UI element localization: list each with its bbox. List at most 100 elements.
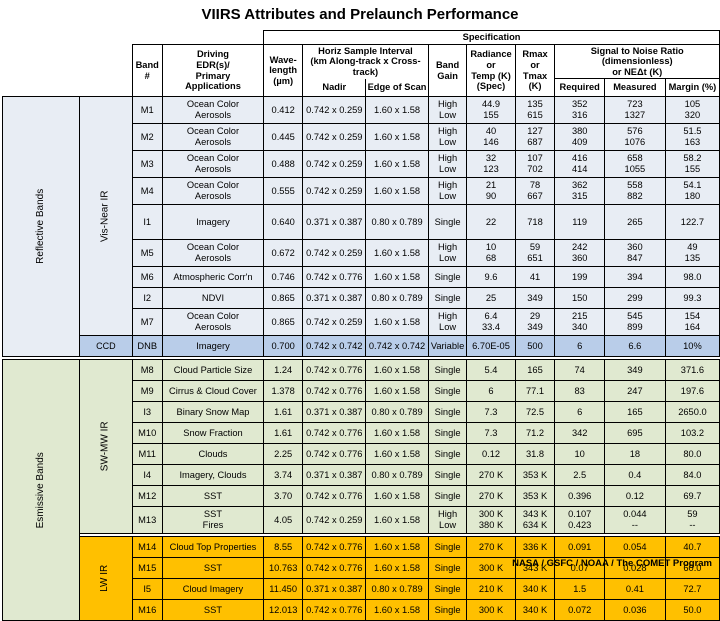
wavelength-cell: 0.555 (263, 177, 304, 205)
band-cell: M5 (131, 239, 163, 267)
measured-cell: 0.054 (603, 536, 666, 558)
wavelength-cell: 8.55 (263, 536, 304, 558)
gain-cell: High Low (427, 150, 468, 178)
required-cell: 2.5 (554, 464, 605, 486)
band-cell: I3 (131, 401, 163, 423)
nadir-cell: 0.742 x 0.776 (302, 536, 367, 558)
measured-cell: 0.4 (603, 464, 666, 486)
band-cell: M15 (131, 557, 163, 579)
radiance-cell: 270 K (466, 485, 516, 507)
rmax-cell: 59 651 (514, 239, 556, 267)
footer-credit: NASA / GSFC / NOAA / The COMET Program (512, 558, 712, 569)
gain-cell: Variable (427, 335, 468, 357)
margin-cell: 40.7 (664, 536, 720, 558)
gain-cell: Single (427, 380, 468, 402)
edge-cell: 1.60 x 1.58 (365, 443, 429, 465)
rmax-cell: 500 (514, 335, 556, 357)
margin-cell: 72.7 (664, 578, 720, 600)
radiance-header: Radiance or Temp (K) (Spec) (466, 44, 516, 97)
margin-cell: 103.2 (664, 422, 720, 444)
required-cell: 215 340 (554, 308, 605, 336)
table-row: CCD DNB Imagery 0.700 0.742 x 0.742 0.742 x 0… (3, 335, 720, 357)
rmax-cell: 31.8 (514, 443, 556, 465)
edge-cell: 1.60 x 1.58 (365, 150, 429, 178)
nadir-cell: 0.742 x 0.776 (302, 359, 367, 381)
measured-cell: 0.036 (603, 599, 666, 621)
wavelength-cell: 0.488 (263, 150, 304, 178)
band-cell: M12 (131, 485, 163, 507)
required-cell: 362 315 (554, 177, 605, 205)
nadir-cell: 0.371 x 0.387 (302, 287, 367, 309)
rmax-header: Rmax or Tmax (K) (514, 44, 556, 97)
required-cell: 352 316 (554, 96, 605, 124)
measured-cell: 394 (603, 266, 666, 288)
edr-cell: Cloud Imagery (161, 578, 265, 600)
table-row: I1 Imagery 0.640 0.371 x 0.387 0.80 x 0.789 S… (3, 204, 720, 240)
edge-cell: 0.80 x 0.789 (365, 287, 429, 309)
edge-cell: 1.60 x 1.58 (365, 308, 429, 336)
radiance-cell: 300 K (466, 599, 516, 621)
rmax-cell: 336 K (514, 536, 556, 558)
radiance-cell: 6.70E-05 (466, 335, 516, 357)
rmax-cell: 353 K (514, 464, 556, 486)
viirs-table: Specification Band # Driving EDR(s)/Primar… (1, 30, 720, 621)
band-cell: DNB (131, 335, 163, 357)
required-cell: 416 414 (554, 150, 605, 178)
table-row: M5 Ocean Color Aerosols 0.672 0.742 x 0.259 1… (3, 239, 720, 267)
edr-cell: Ocean Color Aerosols (161, 177, 265, 205)
table-row: M13 SST Fires 4.05 0.742 x 0.259 1.60 x 1.58 H… (3, 506, 720, 534)
nadir-cell: 0.742 x 0.259 (302, 96, 367, 124)
margin-header: Margin (%) (664, 78, 720, 97)
edge-cell: 1.60 x 1.58 (365, 506, 429, 534)
required-cell: 150 (554, 287, 605, 309)
margin-cell: 59 -- (664, 506, 720, 534)
band-cell: M10 (131, 422, 163, 444)
nadir-cell: 0.742 x 0.742 (302, 335, 367, 357)
band-cell: M16 (131, 599, 163, 621)
wavelength-cell: 1.378 (263, 380, 304, 402)
measured-cell: 349 (603, 359, 666, 381)
margin-cell: 98.0 (664, 266, 720, 288)
measured-cell: 0.044 -- (603, 506, 666, 534)
gain-cell: Single (427, 443, 468, 465)
band-cell: M8 (131, 359, 163, 381)
edr-cell: Clouds (161, 443, 265, 465)
edge-cell: 0.80 x 0.789 (365, 401, 429, 423)
edr-cell: Ocean Color Aerosols (161, 239, 265, 267)
nadir-cell: 0.742 x 0.776 (302, 443, 367, 465)
edge-cell: 1.60 x 1.58 (365, 123, 429, 151)
margin-cell: 371.6 (664, 359, 720, 381)
required-cell: 119 (554, 204, 605, 240)
wavelength-cell: 12.013 (263, 599, 304, 621)
measured-cell: 723 1327 (603, 96, 666, 124)
nadir-cell: 0.742 x 0.259 (302, 506, 367, 534)
band-cell: M13 (131, 506, 163, 534)
table-row: M7 Ocean Color Aerosols 0.865 0.742 x 0.259 1… (3, 308, 720, 336)
wavelength-cell: 0.672 (263, 239, 304, 267)
radiance-cell: 6 (466, 380, 516, 402)
margin-cell: 49 135 (664, 239, 720, 267)
vis-near-ir-label: Vis-Near IR (79, 96, 133, 336)
measured-cell: 0.12 (603, 485, 666, 507)
sw-mw-ir-label: SW-MW IR (79, 359, 133, 534)
margin-cell: 10% (664, 335, 720, 357)
nadir-cell: 0.742 x 0.776 (302, 380, 367, 402)
radiance-cell: 25 (466, 287, 516, 309)
margin-cell: 2650.0 (664, 401, 720, 423)
driving-edr-header: Driving EDR(s)/Primary Applications (161, 44, 265, 97)
gain-cell: Single (427, 464, 468, 486)
radiance-cell: 300 K (466, 557, 516, 579)
page-title: VIIRS Attributes and Prelaunch Performan… (201, 6, 519, 23)
measured-cell: 576 1076 (603, 123, 666, 151)
nadir-cell: 0.742 x 0.776 (302, 422, 367, 444)
edr-cell: SST Fires (161, 506, 265, 534)
band-gain-header: Band Gain (427, 44, 468, 97)
rmax-cell: 718 (514, 204, 556, 240)
wavelength-cell: 1.24 (263, 359, 304, 381)
band-cell: I2 (131, 287, 163, 309)
radiance-cell: 300 K 380 K (466, 506, 516, 534)
table-row: I2 NDVI 0.865 0.371 x 0.387 0.80 x 0.789 Sing… (3, 287, 720, 309)
measured-cell: 0.028 (603, 557, 666, 579)
edr-cell: Imagery (161, 204, 265, 240)
required-cell: 0.396 (554, 485, 605, 507)
